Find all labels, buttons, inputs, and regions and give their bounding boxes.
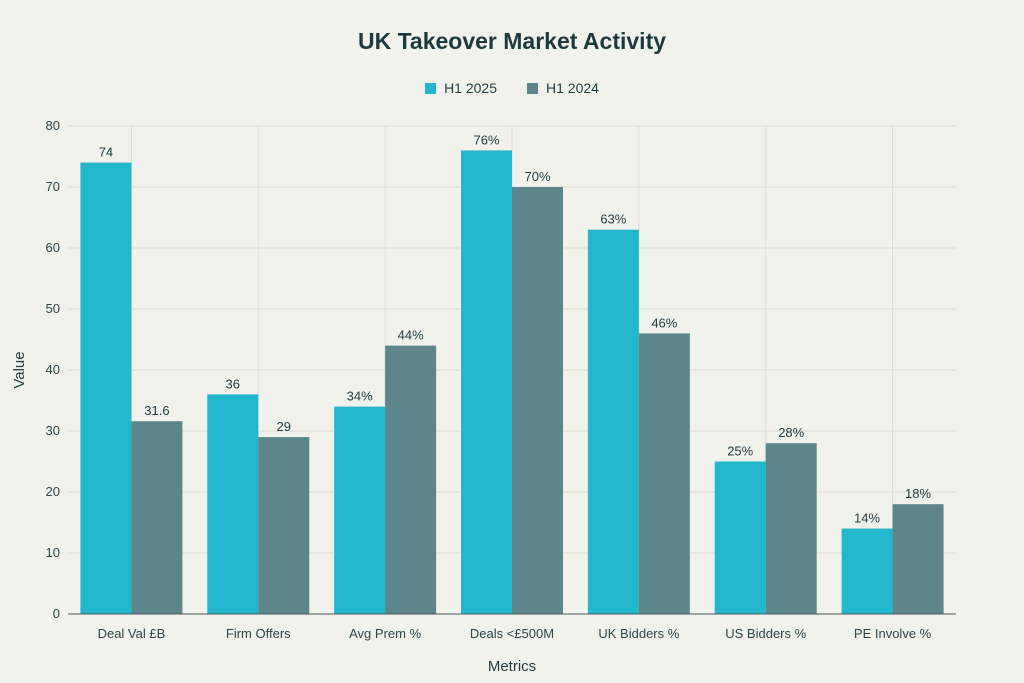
data-label: 18%: [905, 486, 931, 501]
data-label: 29: [277, 419, 291, 434]
bar-h1-2024: [765, 443, 817, 614]
x-tick-label: Avg Prem %: [349, 626, 421, 641]
y-tick-label: 40: [46, 362, 60, 377]
data-label: 76%: [473, 132, 499, 147]
x-tick-label: Deal Val £B: [98, 626, 166, 641]
data-label: 44%: [398, 328, 424, 343]
x-tick-label: PE Involve %: [854, 626, 932, 641]
x-tick-label: UK Bidders %: [598, 626, 679, 641]
bar-h1-2024: [258, 437, 310, 614]
bar-h1-2024: [512, 187, 563, 614]
bar-h1-2024: [892, 504, 944, 614]
y-axis-title: Value: [11, 351, 28, 388]
legend-label-series-2: H1 2024: [546, 80, 599, 96]
y-tick-label: 50: [46, 301, 60, 316]
bar-h1-2025: [714, 461, 766, 614]
data-label: 63%: [600, 212, 626, 227]
data-label: 74: [99, 145, 113, 160]
legend-item-series-2[interactable]: H1 2024: [527, 80, 599, 96]
x-tick-label: Firm Offers: [226, 626, 291, 641]
data-label: 36: [226, 376, 240, 391]
bar-h1-2025: [587, 229, 639, 614]
legend: H1 2025 H1 2024: [0, 80, 1024, 96]
chart-title: UK Takeover Market Activity: [357, 28, 667, 54]
data-label: 14%: [854, 511, 880, 526]
x-axis-title: Metrics: [488, 658, 536, 675]
y-tick-label: 20: [46, 484, 60, 499]
y-tick-label: 80: [46, 118, 60, 133]
data-label: 46%: [651, 315, 677, 330]
bar-h1-2024: [638, 333, 690, 614]
y-tick-label: 60: [46, 240, 60, 255]
bar-h1-2025: [841, 528, 893, 614]
data-label: 70%: [524, 169, 550, 184]
bar-h1-2025: [207, 394, 259, 614]
y-tick-label: 10: [46, 545, 60, 560]
bar-h1-2025: [461, 150, 512, 614]
x-tick-label: Deals <£500M: [470, 626, 554, 641]
x-tick-label: US Bidders %: [725, 626, 806, 641]
bar-h1-2024: [385, 345, 437, 614]
legend-swatch-series-1: [425, 82, 437, 94]
y-tick-label: 30: [46, 423, 60, 438]
data-label: 28%: [778, 425, 804, 440]
y-tick-label: 70: [46, 179, 60, 194]
bar-h1-2025: [80, 162, 132, 614]
data-label: 31.6: [144, 403, 169, 418]
bar-h1-2025: [334, 406, 386, 614]
legend-swatch-series-2: [527, 82, 538, 94]
data-label: 25%: [727, 444, 753, 459]
data-label: 34%: [347, 389, 373, 404]
y-tick-label: 0: [53, 606, 60, 621]
legend-label-series-1: H1 2025: [444, 80, 497, 96]
bar-h1-2024: [131, 421, 183, 614]
legend-item-series-1[interactable]: H1 2025: [425, 80, 497, 96]
